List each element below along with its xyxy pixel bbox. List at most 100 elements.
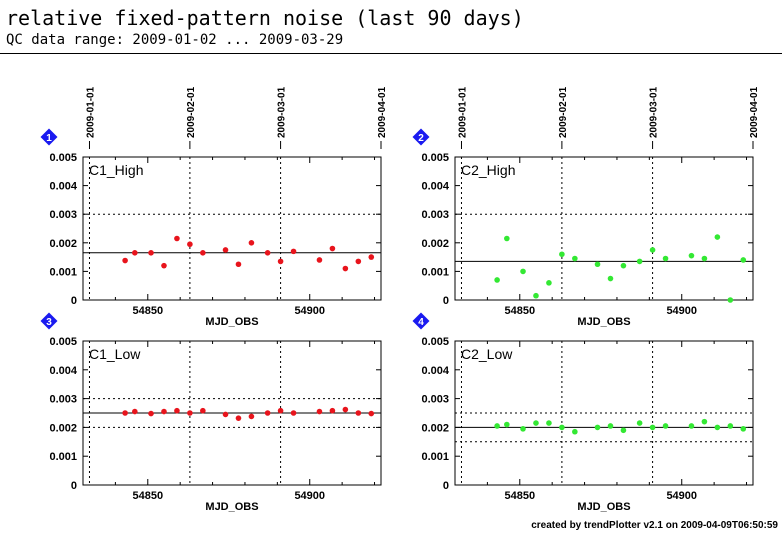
y-tick-label: 0.001	[49, 451, 77, 463]
page-title: relative fixed-pattern noise (last 90 da…	[6, 6, 524, 30]
x-tick-label: 54850	[132, 490, 163, 502]
y-tick-label: 0.003	[49, 209, 77, 221]
data-point	[594, 261, 601, 268]
y-tick-label: 0.001	[421, 451, 449, 463]
badge-number: 2	[418, 133, 424, 144]
data-point	[174, 235, 180, 242]
y-tick-label: 0	[71, 295, 77, 307]
data-point	[248, 240, 255, 246]
y-tick-label: 0.003	[49, 394, 77, 406]
data-point	[649, 424, 656, 431]
date-tick-label: 2009-04-01	[749, 86, 760, 138]
header-divider	[0, 53, 782, 54]
data-point	[594, 424, 601, 431]
badge-number: 3	[46, 317, 52, 328]
data-point	[559, 424, 565, 431]
data-point	[200, 250, 206, 256]
y-tick-label: 0	[443, 295, 449, 307]
data-point	[559, 251, 565, 258]
data-point	[277, 407, 284, 414]
data-point	[222, 411, 229, 418]
data-point	[222, 247, 229, 253]
data-point	[264, 250, 271, 256]
x-tick-label: 54850	[504, 490, 535, 502]
data-point	[161, 262, 167, 269]
badge-diamond-icon	[412, 128, 430, 146]
data-point	[132, 250, 138, 256]
data-point	[132, 408, 138, 415]
data-point	[546, 280, 552, 286]
data-point	[533, 420, 539, 426]
data-point	[277, 258, 284, 265]
y-tick-label: 0.002	[421, 422, 449, 434]
y-tick-label: 0.005	[49, 336, 77, 348]
data-point	[636, 258, 643, 265]
y-tick-label: 0.001	[49, 266, 77, 278]
data-point	[290, 410, 297, 416]
data-point	[620, 427, 627, 434]
date-tick-label: 2009-04-01	[377, 86, 388, 138]
data-point	[494, 423, 500, 429]
data-point	[368, 410, 375, 417]
data-point	[290, 248, 297, 255]
y-tick-label: 0.004	[421, 181, 449, 193]
data-point	[662, 423, 669, 429]
data-point	[607, 423, 614, 429]
data-point	[740, 426, 747, 432]
panel-label: C1_High	[89, 162, 143, 178]
page-subtitle: QC data range: 2009-01-02 ... 2009-03-29	[6, 32, 344, 48]
y-tick-label: 0.002	[421, 238, 449, 250]
data-point	[342, 406, 349, 413]
data-point	[342, 265, 349, 272]
data-point	[701, 418, 708, 425]
badge-number: 4	[418, 317, 424, 328]
x-axis-label: MJD_OBS	[205, 501, 258, 513]
data-point	[248, 413, 255, 420]
data-point	[161, 408, 167, 415]
data-point	[316, 257, 323, 263]
y-tick-label: 0.002	[49, 422, 77, 434]
data-point	[355, 410, 362, 416]
data-point	[520, 426, 526, 432]
date-tick-label: 2009-01-01	[85, 86, 96, 138]
x-tick-label: 54850	[504, 305, 535, 317]
x-tick-label: 54900	[666, 490, 697, 502]
chart-panel-3: 0 0.001 0.002 0.003 0.004 0.005 54850 54900 MJD_…	[40, 312, 382, 513]
y-tick-label: 0.004	[421, 365, 449, 377]
plot-frame	[454, 340, 754, 486]
data-point	[504, 421, 510, 428]
data-point	[504, 235, 510, 242]
data-point	[187, 241, 193, 248]
data-point	[329, 407, 336, 414]
badge-number: 1	[46, 133, 52, 144]
y-tick-label: 0.002	[49, 238, 77, 250]
plot-frame	[82, 156, 382, 301]
badge-diamond-icon	[412, 312, 430, 330]
plot-frame	[454, 156, 754, 301]
data-point	[264, 410, 271, 416]
data-point	[235, 415, 242, 421]
data-point	[649, 247, 656, 253]
data-point	[740, 257, 747, 263]
data-point	[122, 410, 128, 416]
data-point	[200, 407, 206, 414]
data-point	[187, 410, 193, 416]
data-point	[316, 408, 323, 415]
data-point	[546, 420, 552, 426]
data-point	[727, 423, 734, 429]
data-point	[701, 255, 708, 262]
data-point	[607, 275, 614, 282]
data-point	[368, 254, 375, 260]
x-tick-label: 54900	[294, 305, 325, 317]
data-point	[636, 420, 643, 426]
x-axis-label: MJD_OBS	[577, 316, 630, 328]
x-axis-label: MJD_OBS	[577, 501, 630, 513]
data-point	[533, 292, 539, 299]
y-tick-label: 0.001	[421, 266, 449, 278]
y-tick-label: 0.004	[49, 365, 77, 377]
data-point	[727, 297, 734, 303]
y-tick-label: 0.005	[421, 152, 449, 164]
data-point	[174, 407, 180, 414]
date-tick-label: 2009-02-01	[186, 86, 197, 138]
